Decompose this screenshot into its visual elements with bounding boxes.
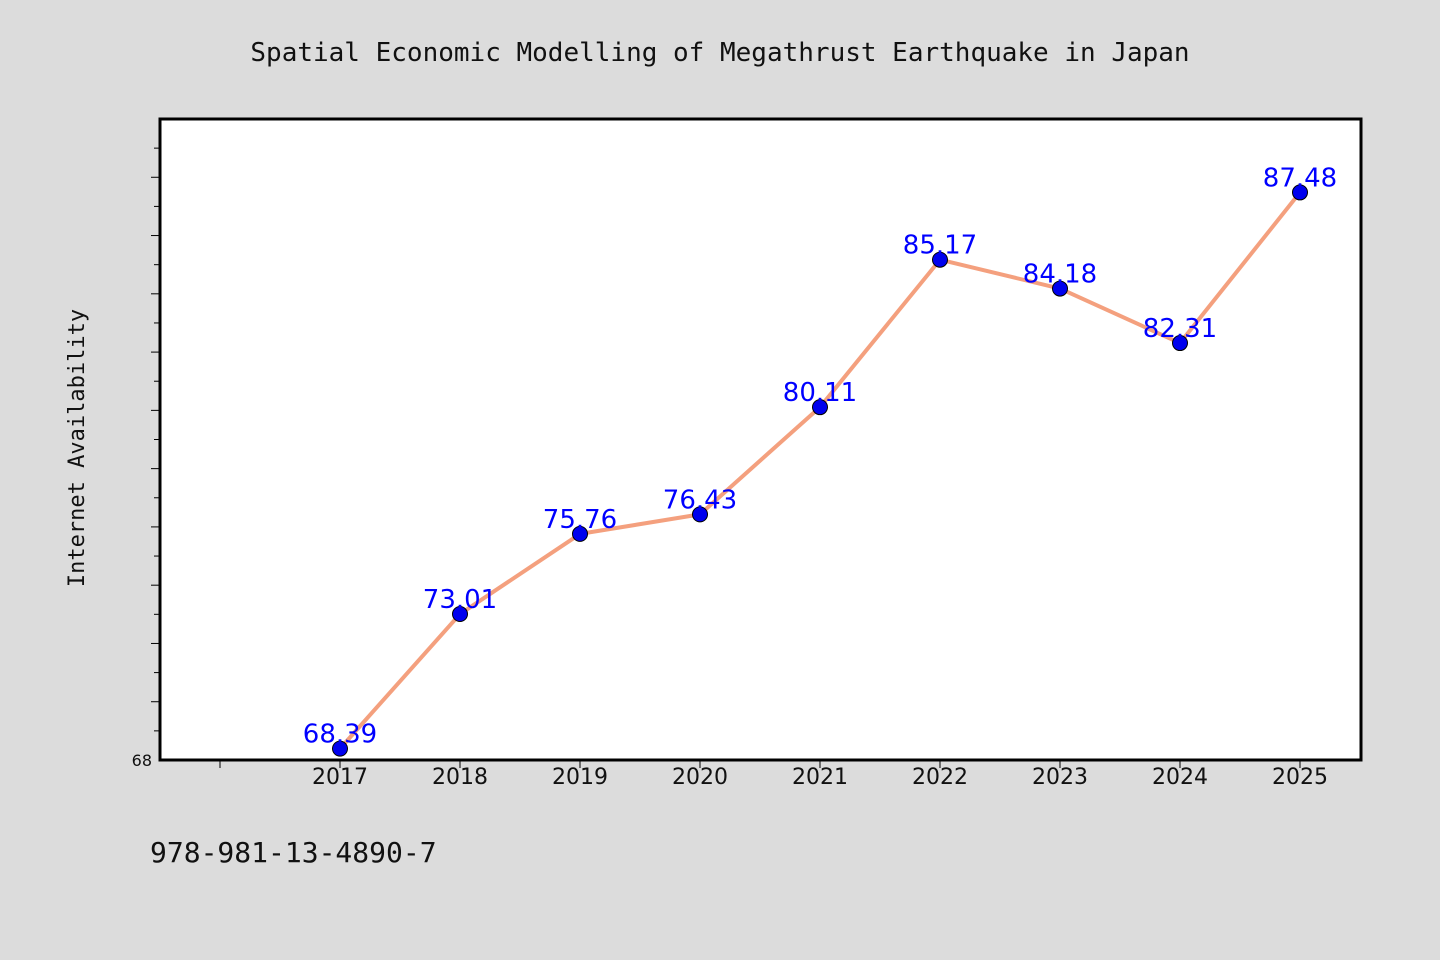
data-point [572,525,588,542]
x-tick-label: 2022 [912,765,968,790]
plot-area [158,117,1363,762]
data-point [1292,184,1308,201]
data-label: 84.18 [1023,260,1097,290]
x-tick-label: 2023 [1032,765,1088,790]
x-tick-label: 2018 [432,765,488,790]
x-tick-label: 2021 [792,765,848,790]
x-axis-ticks: 2017 2018 2019 2020 2021 2022 2023 2024 2025 [219,760,1328,790]
data-point [332,740,348,757]
data-label: 82.31 [1143,314,1217,344]
data-label: 80.11 [783,378,857,408]
y-axis-ticks: 68 [132,147,160,770]
chart-title: Spatial Economic Modelling of Megathrust… [250,38,1189,68]
x-tick-label: 2020 [672,765,728,790]
x-tick-label: 2024 [1152,765,1208,790]
y-tick-label: 68 [132,751,152,770]
data-point [452,606,468,623]
data-point [1172,335,1188,352]
data-point [812,399,828,416]
series-group: 68.39 73.01 75.76 76.43 80.11 85.17 84.18 82.31… [303,163,1337,757]
data-label: 68.39 [303,720,377,750]
data-label: 87.48 [1263,163,1337,193]
data-point [932,251,948,268]
x-tick-label: 2025 [1272,765,1328,790]
data-label: 73.01 [423,585,497,615]
x-tick-label: 2017 [312,765,368,790]
x-tick-label: 2019 [552,765,608,790]
data-point [1052,280,1068,297]
data-label: 76.43 [663,485,737,515]
data-label: 85.17 [903,231,977,261]
data-label: 75.76 [543,505,617,535]
data-point [692,506,708,523]
y-axis-label: Internet Availability [65,309,90,587]
footer-isbn: 978-981-13-4890-7 [150,836,437,869]
